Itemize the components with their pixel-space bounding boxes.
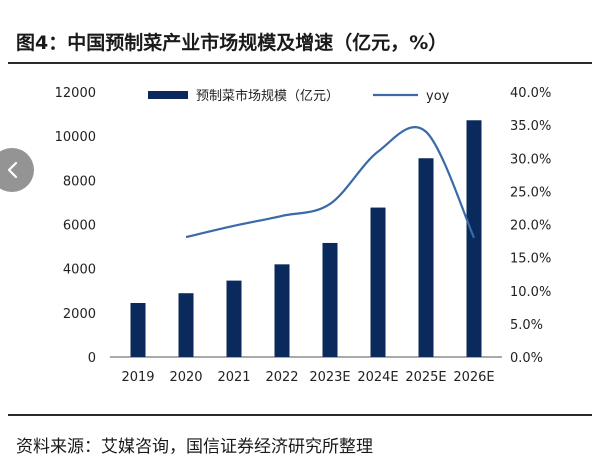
left-axis-tick-label: 12000	[55, 86, 96, 101]
bar	[130, 303, 146, 357]
right-axis-tick-label: 10.0%	[510, 285, 551, 300]
bar	[274, 264, 290, 357]
x-axis-tick-label: 2021	[217, 370, 250, 385]
yoy-line	[185, 125, 476, 239]
x-axis-tick-label: 2024E	[357, 370, 398, 385]
title-divider	[8, 62, 592, 64]
bar	[418, 158, 434, 357]
source-divider	[8, 414, 592, 416]
left-axis-tick-label: 0	[88, 351, 96, 366]
left-axis-tick-label: 10000	[55, 130, 96, 145]
right-axis-tick-label: 30.0%	[510, 152, 551, 167]
x-axis-tick-label: 2025E	[405, 370, 446, 385]
legend-swatch-bar	[148, 91, 188, 99]
right-axis-tick-label: 40.0%	[510, 86, 551, 101]
left-axis-tick-label: 8000	[63, 174, 96, 189]
bar	[466, 120, 482, 358]
right-axis-tick-label: 25.0%	[510, 185, 551, 200]
left-axis-tick-label: 4000	[63, 263, 96, 278]
right-axis-tick-label: 15.0%	[510, 252, 551, 267]
source-note: 资料来源：艾媒咨询，国信证券经济研究所整理	[16, 437, 373, 457]
legend-label-line: yoy	[426, 89, 450, 104]
bar	[322, 242, 338, 357]
legend-label-bar: 预制菜市场规模（亿元）	[196, 88, 339, 104]
chevron-left-icon	[7, 161, 18, 179]
x-axis-tick-label: 2019	[121, 370, 154, 385]
x-axis-tick-label: 2020	[169, 370, 202, 385]
bar	[370, 207, 386, 357]
right-axis-tick-label: 0.0%	[510, 351, 543, 366]
x-axis-tick-label: 2022	[265, 370, 298, 385]
x-axis-tick-label: 2023E	[309, 370, 350, 385]
prev-image-button[interactable]	[0, 148, 34, 192]
right-axis-tick-label: 5.0%	[510, 318, 543, 333]
chart-title: 图4：中国预制菜产业市场规模及增速（亿元，%）	[16, 32, 448, 54]
right-axis-tick-label: 20.0%	[510, 219, 551, 234]
right-axis-tick-label: 35.0%	[510, 119, 551, 134]
x-axis-tick-label: 2026E	[453, 370, 494, 385]
bar	[178, 293, 194, 357]
left-axis-tick-label: 2000	[63, 307, 96, 322]
left-axis-tick-label: 6000	[63, 219, 96, 234]
bar	[226, 280, 242, 357]
